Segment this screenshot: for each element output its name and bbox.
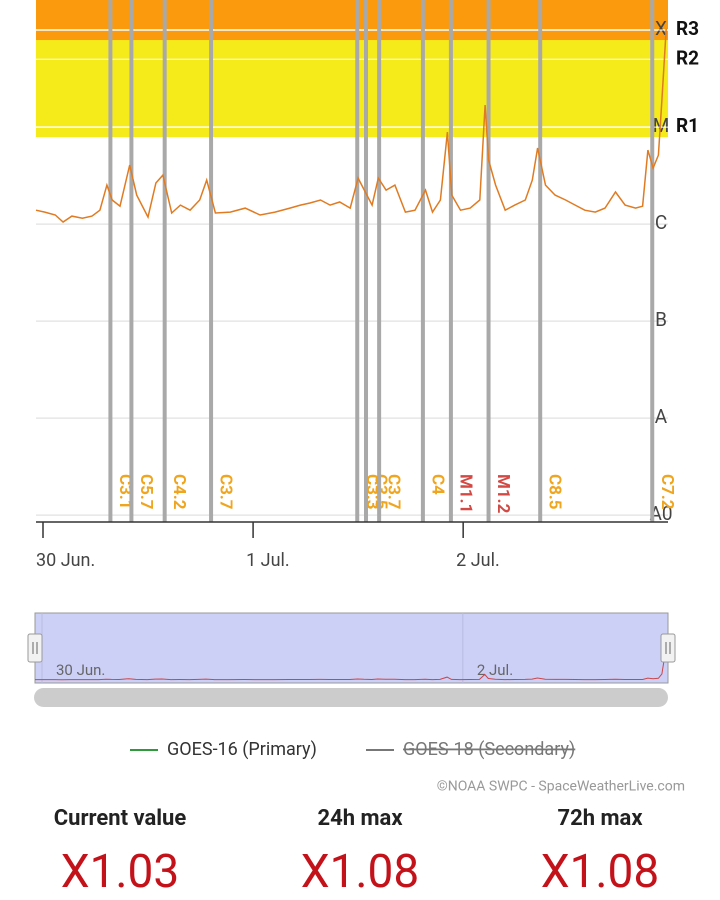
y-tick-label: B bbox=[655, 308, 667, 331]
x-tick-label: 30 Jun. bbox=[36, 550, 95, 571]
flare-label: M1.1 bbox=[455, 474, 475, 513]
r-level-label: R2 bbox=[676, 46, 699, 69]
navigator-label: 2 Jul. bbox=[477, 661, 513, 679]
stat-label: 72h max bbox=[557, 806, 643, 831]
y-tick-label: A bbox=[655, 405, 668, 428]
legend-label: GOES-16 (Primary) bbox=[167, 739, 317, 760]
flare-label: C3.7 bbox=[384, 474, 404, 510]
band-yellow bbox=[36, 30, 668, 138]
legend-label: GOES-18 (Secondary) bbox=[403, 739, 575, 760]
flare-label: C7.2 bbox=[657, 474, 677, 510]
legend-item[interactable]: GOES-18 (Secondary) bbox=[366, 739, 575, 760]
stat-value: X1.08 bbox=[541, 845, 660, 899]
flare-label: M1.2 bbox=[493, 474, 513, 514]
flare-label: C3.7 bbox=[216, 474, 236, 510]
stat-value: X1.03 bbox=[61, 845, 180, 899]
flare-label: C4 bbox=[427, 474, 447, 495]
legend-item[interactable]: GOES-16 (Primary) bbox=[130, 739, 317, 760]
stat-label: 24h max bbox=[317, 806, 403, 831]
y-tick-label: A0 bbox=[649, 502, 672, 525]
y-tick-label: C bbox=[655, 211, 667, 234]
stat-value: X1.08 bbox=[301, 845, 420, 899]
navigator bbox=[34, 612, 669, 684]
y-tick-label: X bbox=[655, 17, 667, 40]
stat-label: Current value bbox=[54, 806, 187, 831]
navigator-handle[interactable] bbox=[27, 633, 43, 663]
flux-line bbox=[35, 28, 667, 223]
navigator-line bbox=[35, 646, 667, 681]
flare-label: C4.2 bbox=[169, 474, 189, 510]
band-orange bbox=[36, 0, 668, 41]
flare-label: C5.7 bbox=[136, 474, 156, 510]
x-tick-label: 2 Jul. bbox=[456, 550, 500, 571]
scrollbar[interactable] bbox=[34, 688, 668, 707]
flare-label: C8.5 bbox=[545, 474, 565, 510]
navigator-handle[interactable] bbox=[660, 633, 676, 663]
r-level-label: R1 bbox=[676, 114, 699, 137]
x-tick-label: 1 Jul. bbox=[246, 550, 290, 571]
r-level-label: R3 bbox=[676, 17, 699, 40]
credit: ©NOAA SWPC - SpaceWeatherLive.com bbox=[437, 779, 685, 795]
navigator-label: 30 Jun. bbox=[56, 661, 105, 679]
